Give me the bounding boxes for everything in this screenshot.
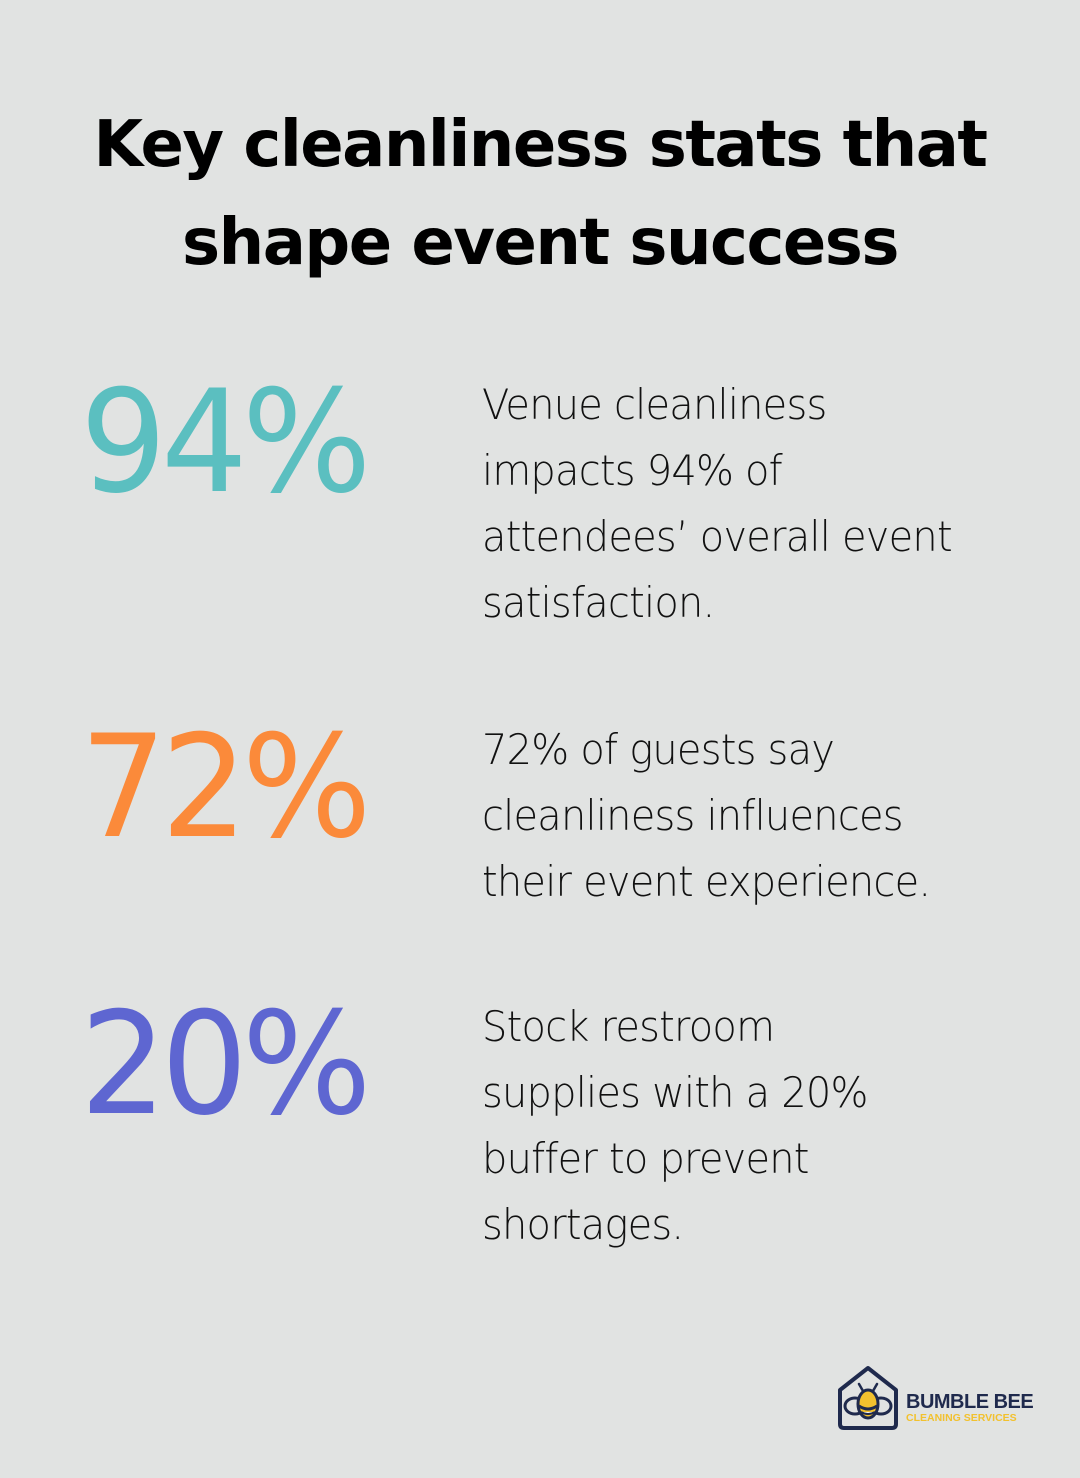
- desc-line: impacts 94% of: [482, 446, 783, 495]
- stat-description: Stock restroom supplies with a 20% buffe…: [482, 994, 1014, 1258]
- page-title: Key cleanliness stats that shape event s…: [0, 96, 1080, 292]
- title-line-2: shape event success: [182, 206, 899, 280]
- desc-line: their event experience.: [482, 857, 931, 906]
- logo-text: BUMBLE BEE CLEANING SERVICES: [906, 1391, 1034, 1424]
- title-line-1: Key cleanliness stats that: [93, 108, 989, 182]
- desc-line: attendees’ overall event: [482, 512, 953, 561]
- logo-name: BUMBLE BEE: [906, 1391, 1034, 1413]
- desc-line: supplies with a 20%: [482, 1068, 868, 1117]
- desc-line: satisfaction.: [482, 578, 715, 627]
- stat-value: 20%: [80, 982, 371, 1147]
- stat-description: Venue cleanliness impacts 94% of attende…: [482, 372, 1014, 636]
- desc-line: cleanliness influences: [482, 791, 904, 840]
- desc-line: 72% of guests say: [482, 725, 835, 774]
- desc-line: shortages.: [482, 1200, 684, 1249]
- desc-line: Stock restroom: [482, 1002, 775, 1051]
- desc-line: Venue cleanliness: [482, 380, 827, 429]
- stat-value: 72%: [80, 705, 371, 870]
- bee-house-icon: [838, 1366, 898, 1430]
- stat-description: 72% of guests say cleanliness influences…: [482, 717, 1014, 915]
- stat-value: 94%: [80, 360, 371, 525]
- brand-logo: BUMBLE BEE CLEANING SERVICES: [834, 1364, 1044, 1432]
- logo-tagline: CLEANING SERVICES: [906, 1412, 1017, 1424]
- desc-line: buffer to prevent: [482, 1134, 809, 1183]
